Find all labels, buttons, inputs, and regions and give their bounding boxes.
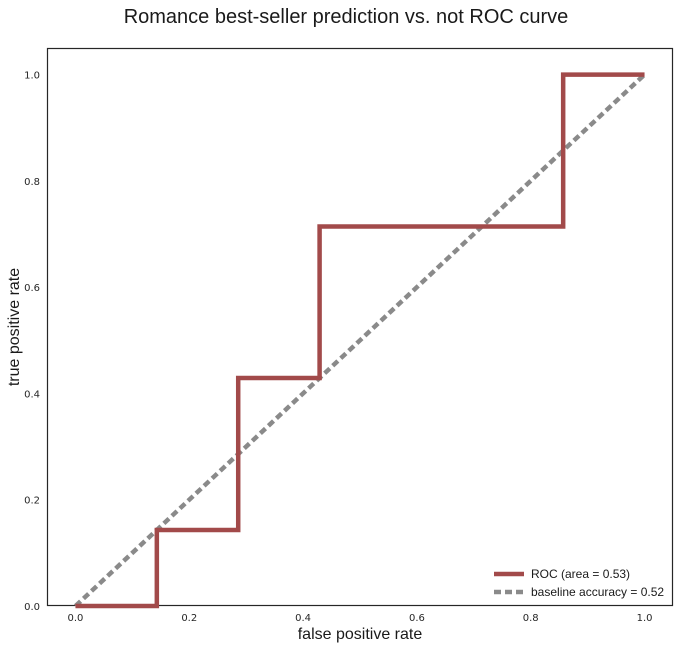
y-tick-label: 0.8	[24, 177, 40, 188]
legend-entry-label: ROC (area = 0.53)	[531, 567, 630, 581]
chart-title: Romance best-seller prediction vs. not R…	[124, 6, 569, 28]
y-tick-label: 0.0	[24, 602, 40, 613]
x-tick-label: 0.8	[523, 613, 539, 624]
plot-area	[46, 47, 674, 607]
y-tick-label: 1.0	[24, 71, 40, 82]
baseline-line	[73, 72, 647, 608]
x-tick-label: 0.6	[409, 613, 425, 624]
x-axis-ticks: 0.0 0.2 0.4 0.6 0.8 1.0	[68, 613, 653, 624]
x-tick-label: 0.4	[295, 613, 311, 624]
x-tick-label: 1.0	[637, 613, 653, 624]
y-axis-label: true positive rate	[6, 268, 23, 386]
legend: ROC (area = 0.53) baseline accuracy = 0.5…	[494, 567, 664, 599]
series-layer	[73, 72, 647, 609]
roc-curve-line	[75, 72, 645, 609]
x-axis-label: false positive rate	[298, 626, 423, 643]
legend-entry-label: baseline accuracy = 0.52	[531, 585, 664, 599]
y-tick-label: 0.4	[24, 389, 40, 400]
x-tick-label: 0.2	[181, 613, 197, 624]
y-tick-label: 0.2	[24, 496, 40, 507]
y-tick-label: 0.6	[24, 283, 40, 294]
x-tick-label: 0.0	[68, 613, 84, 624]
y-axis-ticks: 0.0 0.2 0.4 0.6 0.8 1.0	[24, 71, 40, 613]
